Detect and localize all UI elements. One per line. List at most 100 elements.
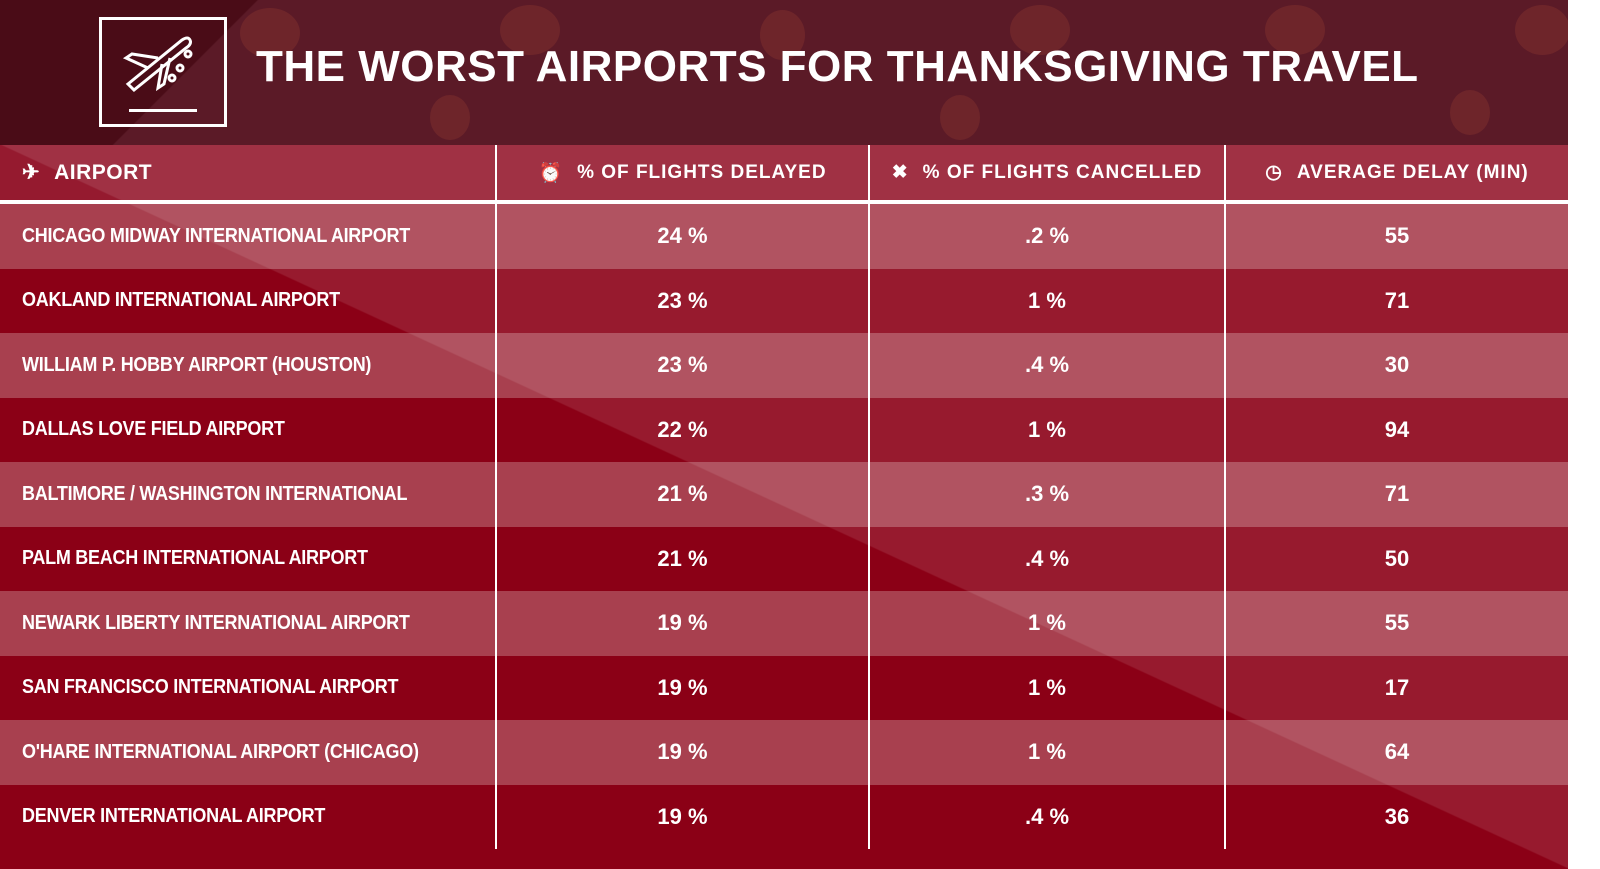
delayed-percent-cell: 21 % [497, 526, 870, 591]
clock-icon: ◷ [1265, 162, 1283, 183]
delayed-percent-cell: 19 % [497, 655, 870, 720]
cancelled-percent-cell: 1 % [870, 720, 1226, 785]
average-delay: 30 [1384, 352, 1410, 378]
airport-name: Palm Beach International Airport [22, 547, 368, 570]
cancelled-percent: .4 % [1024, 352, 1070, 378]
airport-name-cell: Denver International Airport [0, 784, 497, 849]
plane-clock-icon: ⏰ [538, 162, 564, 184]
delayed-percent: 21 % [657, 481, 708, 507]
table-row: San Francisco International Airport 19 % 1… [0, 655, 1568, 721]
delayed-percent-cell: 24 % [497, 204, 870, 269]
airport-name: Dallas Love Field Airport [22, 418, 285, 441]
airplane-departure-icon [122, 36, 193, 93]
delayed-percent: 19 % [657, 674, 708, 700]
title-banner: THE WORST AIRPORTS FOR THANKSGIVING TRAV… [0, 0, 1568, 145]
table-row: O'Hare International Airport (Chicago) 19… [0, 720, 1568, 785]
delayed-percent: 19 % [657, 739, 708, 765]
cancelled-percent-cell: 1 % [870, 591, 1226, 656]
cancelled-percent-cell: .2 % [870, 204, 1226, 269]
average-delay-cell: 71 [1226, 462, 1568, 527]
airport-name: Oakland International Airport [22, 289, 340, 312]
delayed-percent-cell: 21 % [497, 462, 870, 527]
airport-name-cell: San Francisco International Airport [0, 655, 497, 720]
airports-table: ✈ AIRPORT ⏰ % OF FLIGHTS DELAYED ✖ % OF … [0, 145, 1568, 849]
delayed-percent: 23 % [657, 287, 708, 313]
table-row: Palm Beach International Airport 21 % .4 %… [0, 526, 1568, 592]
cancelled-percent: .4 % [1024, 803, 1070, 829]
cancelled-percent: 1 % [1028, 610, 1066, 636]
table-row: Chicago Midway International Airport 24 %… [0, 204, 1568, 269]
airport-name: San Francisco International Airport [22, 676, 399, 699]
table-row: William P. Hobby Airport (Houston) 23 % .4… [0, 333, 1568, 398]
average-delay: 71 [1384, 481, 1410, 507]
page-title: THE WORST AIRPORTS FOR THANKSGIVING TRAV… [256, 42, 1419, 91]
average-delay-cell: 30 [1226, 333, 1568, 398]
airport-name: Chicago Midway International Airport [22, 224, 410, 247]
airport-name: O'Hare International Airport (Chicago) [22, 740, 419, 763]
table-row: Newark Liberty International Airport 19 %… [0, 591, 1568, 656]
delayed-percent: 21 % [657, 545, 708, 571]
average-delay-cell: 17 [1226, 656, 1568, 721]
table-header: ✈ AIRPORT ⏰ % OF FLIGHTS DELAYED ✖ % OF … [0, 145, 1568, 204]
airport-name: William P. Hobby Airport (Houston) [22, 353, 372, 376]
average-delay-cell: 55 [1226, 591, 1568, 656]
table-body: Chicago Midway International Airport 24 %… [0, 204, 1568, 849]
cancelled-percent: .2 % [1024, 223, 1070, 249]
cancelled-percent: .4 % [1024, 545, 1070, 571]
airport-name-cell: Dallas Love Field Airport [0, 397, 497, 462]
delayed-percent-cell: 19 % [497, 720, 870, 785]
airport-name: Denver International Airport [22, 805, 326, 828]
average-delay-cell: 94 [1226, 398, 1568, 463]
column-header-cancelled: ✖ % OF FLIGHTS CANCELLED [870, 145, 1226, 200]
table-row: Dallas Love Field Airport 22 % 1 % 94 [0, 397, 1568, 463]
average-delay-cell: 50 [1226, 527, 1568, 592]
cancelled-percent: .3 % [1024, 481, 1070, 507]
delayed-percent-cell: 22 % [497, 397, 870, 462]
cancelled-percent-cell: .4 % [870, 333, 1226, 398]
delayed-percent: 19 % [657, 803, 708, 829]
airport-name-cell: Oakland International Airport [0, 268, 497, 333]
average-delay: 64 [1384, 739, 1410, 765]
column-header-delayed: ⏰ % OF FLIGHTS DELAYED [497, 145, 870, 200]
cancelled-percent-cell: .4 % [870, 526, 1226, 591]
x-icon: ✖ [891, 162, 909, 183]
delayed-percent-cell: 19 % [497, 591, 870, 656]
delayed-percent: 24 % [657, 223, 708, 249]
airport-name-cell: Palm Beach International Airport [0, 526, 497, 591]
average-delay-cell: 36 [1226, 785, 1568, 850]
average-delay: 94 [1384, 416, 1410, 442]
delayed-percent-cell: 23 % [497, 333, 870, 398]
table-row: Oakland International Airport 23 % 1 % 71 [0, 268, 1568, 334]
airport-name-cell: Baltimore / Washington International [0, 462, 497, 527]
average-delay-cell: 55 [1226, 204, 1568, 269]
airport-name: Baltimore / Washington International [22, 482, 408, 505]
column-header-average-delay: ◷ AVERAGE DELAY (MIN) [1226, 145, 1568, 200]
table-row: Denver International Airport 19 % .4 % 36 [0, 784, 1568, 850]
average-delay: 55 [1384, 610, 1410, 636]
column-label: % OF FLIGHTS CANCELLED [922, 161, 1203, 183]
cancelled-percent-cell: 1 % [870, 655, 1226, 720]
logo [99, 17, 227, 127]
average-delay: 50 [1384, 545, 1410, 571]
delayed-percent-cell: 23 % [497, 268, 870, 333]
cancelled-percent: 1 % [1028, 287, 1066, 313]
cancelled-percent: 1 % [1028, 739, 1066, 765]
cancelled-percent-cell: .4 % [870, 784, 1226, 849]
delayed-percent: 19 % [657, 610, 708, 636]
average-delay: 36 [1384, 803, 1410, 829]
cancelled-percent-cell: .3 % [870, 462, 1226, 527]
column-label: AIRPORT [54, 160, 153, 184]
cancelled-percent: 1 % [1028, 416, 1066, 442]
cancelled-percent: 1 % [1028, 674, 1066, 700]
airplane-icon: ✈ [22, 161, 41, 184]
cancelled-percent-cell: 1 % [870, 397, 1226, 462]
airport-name: Newark Liberty International Airport [22, 611, 410, 634]
airport-name-cell: Newark Liberty International Airport [0, 591, 497, 656]
airport-name-cell: O'Hare International Airport (Chicago) [0, 720, 497, 785]
column-label: % OF FLIGHTS DELAYED [577, 161, 827, 183]
average-delay: 55 [1384, 223, 1410, 249]
average-delay-cell: 71 [1226, 269, 1568, 334]
airport-name-cell: Chicago Midway International Airport [0, 204, 497, 269]
logo-underline [129, 109, 197, 112]
